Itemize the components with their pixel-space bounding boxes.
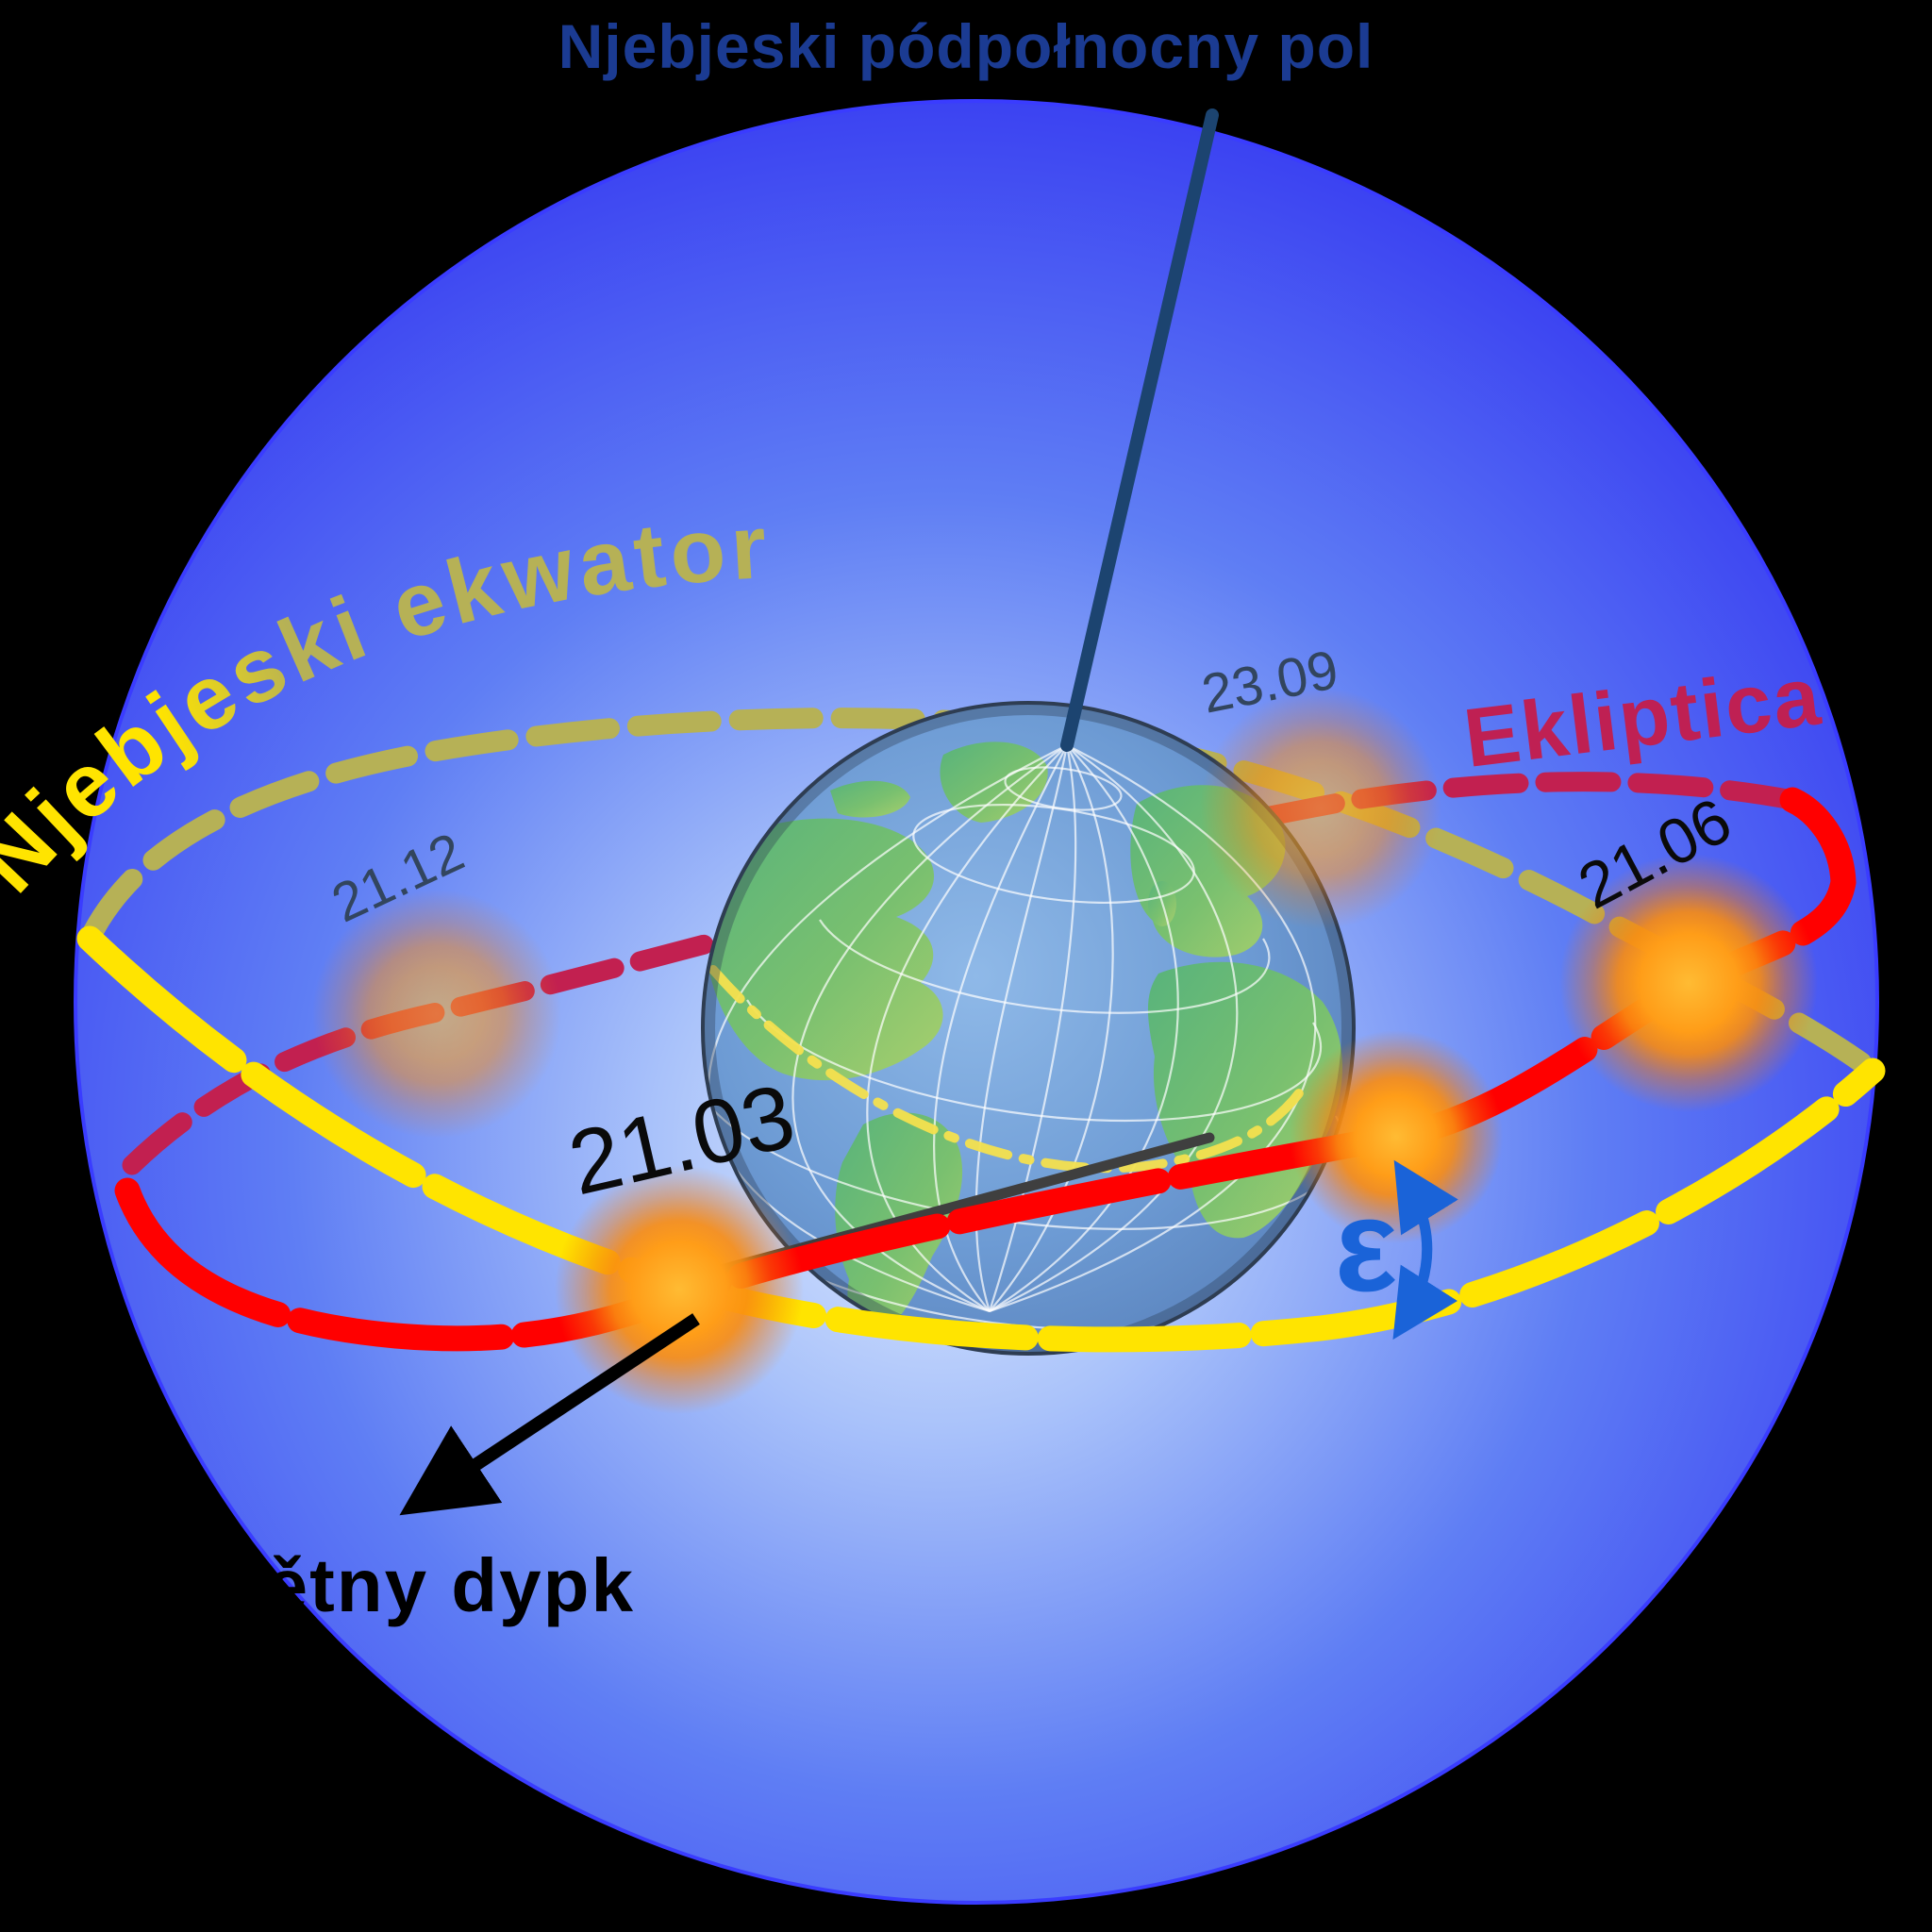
obliquity-symbol: ε [1335, 1171, 1397, 1319]
sun-autumn-equinox [1200, 688, 1441, 929]
ecliptic-trace-on-globe [708, 965, 1308, 1174]
vernal-point-arrow [399, 1313, 700, 1516]
sun-winter-solstice [312, 890, 561, 1139]
north-celestial-pole-title: Njebjeski pódpołnocny pol [558, 11, 1374, 81]
celestial-equator-front-line [76, 925, 1886, 1353]
earth-globe [701, 701, 1356, 1356]
sun-spring-equinox [555, 1165, 804, 1414]
sun-summer-solstice [1559, 854, 1818, 1112]
celestial-axis [1060, 108, 1219, 752]
obliquity-angle-arrow [1392, 1159, 1458, 1341]
vernal-point-label: nalětny dypk [151, 1543, 635, 1627]
